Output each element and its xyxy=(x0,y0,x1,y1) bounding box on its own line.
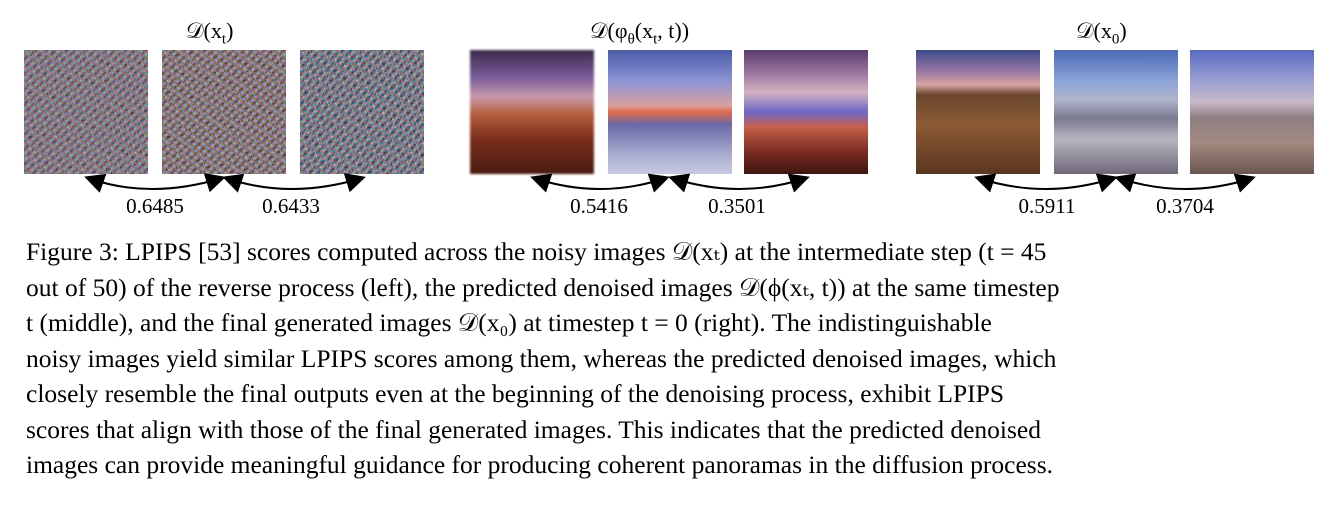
comparison-arrows xyxy=(84,173,1256,193)
arrow-final-2-3 xyxy=(1114,173,1256,193)
score-noisy-1-2: 0.6485 xyxy=(126,194,184,218)
caption-line: Figure 3: LPIPS [53] scores computed acr… xyxy=(26,237,1047,266)
arrow-final-1-2 xyxy=(974,173,1118,193)
group-title-final: 𝒟(x0) xyxy=(1076,18,1127,48)
score-noisy-2-3: 0.6433 xyxy=(262,194,320,218)
predicted-image-3 xyxy=(744,50,868,174)
predicted-image-1 xyxy=(470,50,594,174)
final-image-2 xyxy=(1054,50,1178,174)
caption-line: out of 50) of the reverse process (left)… xyxy=(26,272,1060,302)
arrow-noisy-2-3 xyxy=(222,173,366,193)
caption-line: closely resemble the final outputs even … xyxy=(26,379,1005,408)
figure-caption: Figure 3: LPIPS [53] scores computed acr… xyxy=(26,234,1316,483)
score-pred-1-2: 0.5416 xyxy=(570,194,628,218)
score-pred-2-3: 0.3501 xyxy=(708,194,766,218)
score-final-1-2: 0.5911 xyxy=(1018,194,1076,218)
caption-line: noisy images yield similar LPIPS scores … xyxy=(26,343,1057,373)
predicted-image-2 xyxy=(608,50,732,174)
caption-line: t (middle), and the final generated imag… xyxy=(26,308,992,337)
noisy-image-1 xyxy=(24,50,148,174)
arrow-pred-1-2 xyxy=(530,173,670,193)
final-image-1 xyxy=(916,50,1040,174)
group-title-noisy: 𝒟(xt) xyxy=(186,18,234,48)
caption-line: images can provide meaningful guidance f… xyxy=(26,450,1053,479)
group-title-predicted: 𝒟(φθ(xt, t)) xyxy=(590,18,690,48)
caption-line: scores that align with those of the fina… xyxy=(26,414,1041,444)
arrow-noisy-1-2 xyxy=(84,173,226,193)
score-final-2-3: 0.3704 xyxy=(1156,194,1214,218)
noisy-image-2 xyxy=(162,50,286,174)
arrow-pred-2-3 xyxy=(668,173,810,193)
final-image-3 xyxy=(1190,50,1314,174)
noisy-image-3 xyxy=(300,50,424,174)
